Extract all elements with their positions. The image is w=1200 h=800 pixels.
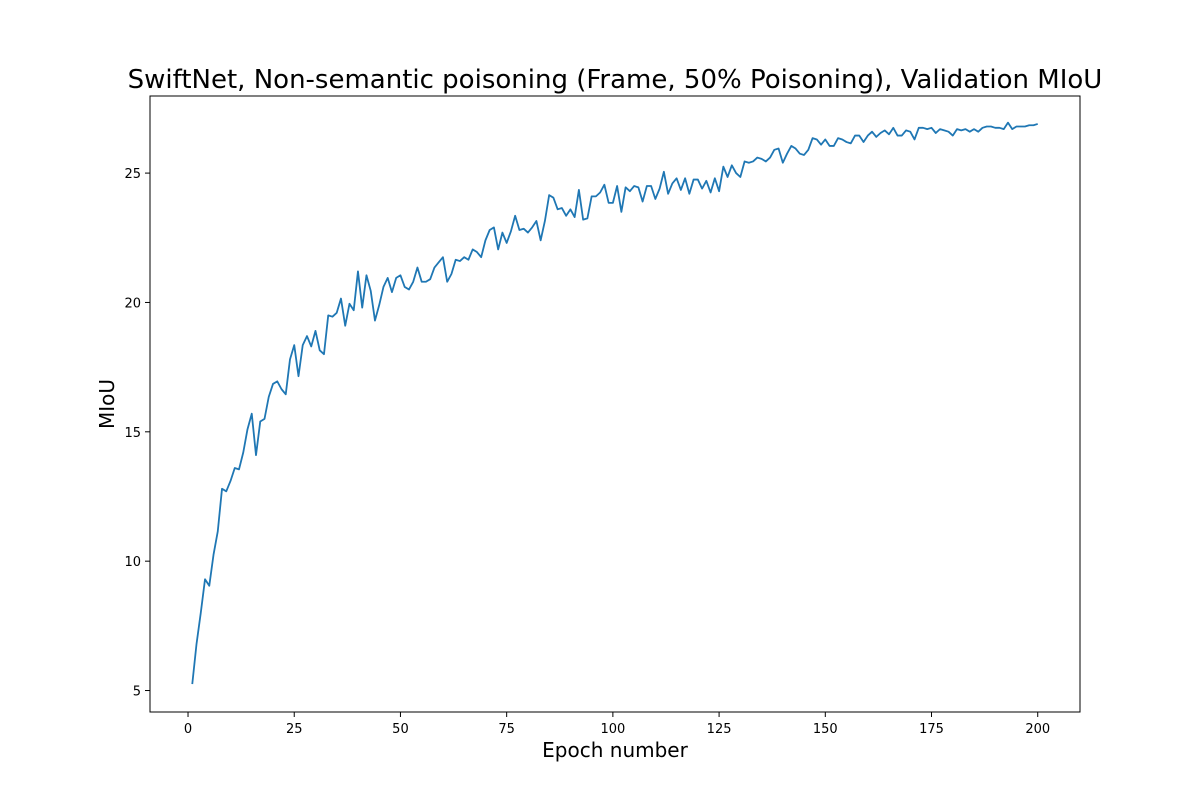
x-axis-label: Epoch number (542, 738, 688, 762)
x-axis: 0 25 50 75 100 125 150 175 200 (184, 712, 1050, 737)
y-tick-label: 5 (133, 685, 141, 700)
x-tick-label: 50 (392, 722, 409, 737)
x-tick-label: 200 (1025, 722, 1050, 737)
y-tick-label: 10 (124, 555, 141, 570)
x-tick-label: 175 (919, 722, 944, 737)
x-tick-label: 125 (707, 722, 732, 737)
x-tick-label: 150 (813, 722, 838, 737)
plot-area-frame (149, 95, 1081, 713)
y-tick-label: 25 (124, 167, 141, 182)
x-tick-label: 0 (184, 722, 192, 737)
y-tick-label: 20 (124, 296, 141, 311)
x-tick-label: 75 (498, 722, 515, 737)
y-axis-label: MIoU (95, 379, 119, 429)
series-line (191, 121, 1038, 685)
x-tick-label: 100 (600, 722, 625, 737)
chart-title: SwiftNet, Non-semantic poisoning (Frame,… (128, 65, 1103, 95)
y-tick-label: 15 (124, 426, 141, 441)
y-axis: 5 10 15 20 25 (124, 167, 150, 700)
x-tick-label: 25 (286, 722, 303, 737)
